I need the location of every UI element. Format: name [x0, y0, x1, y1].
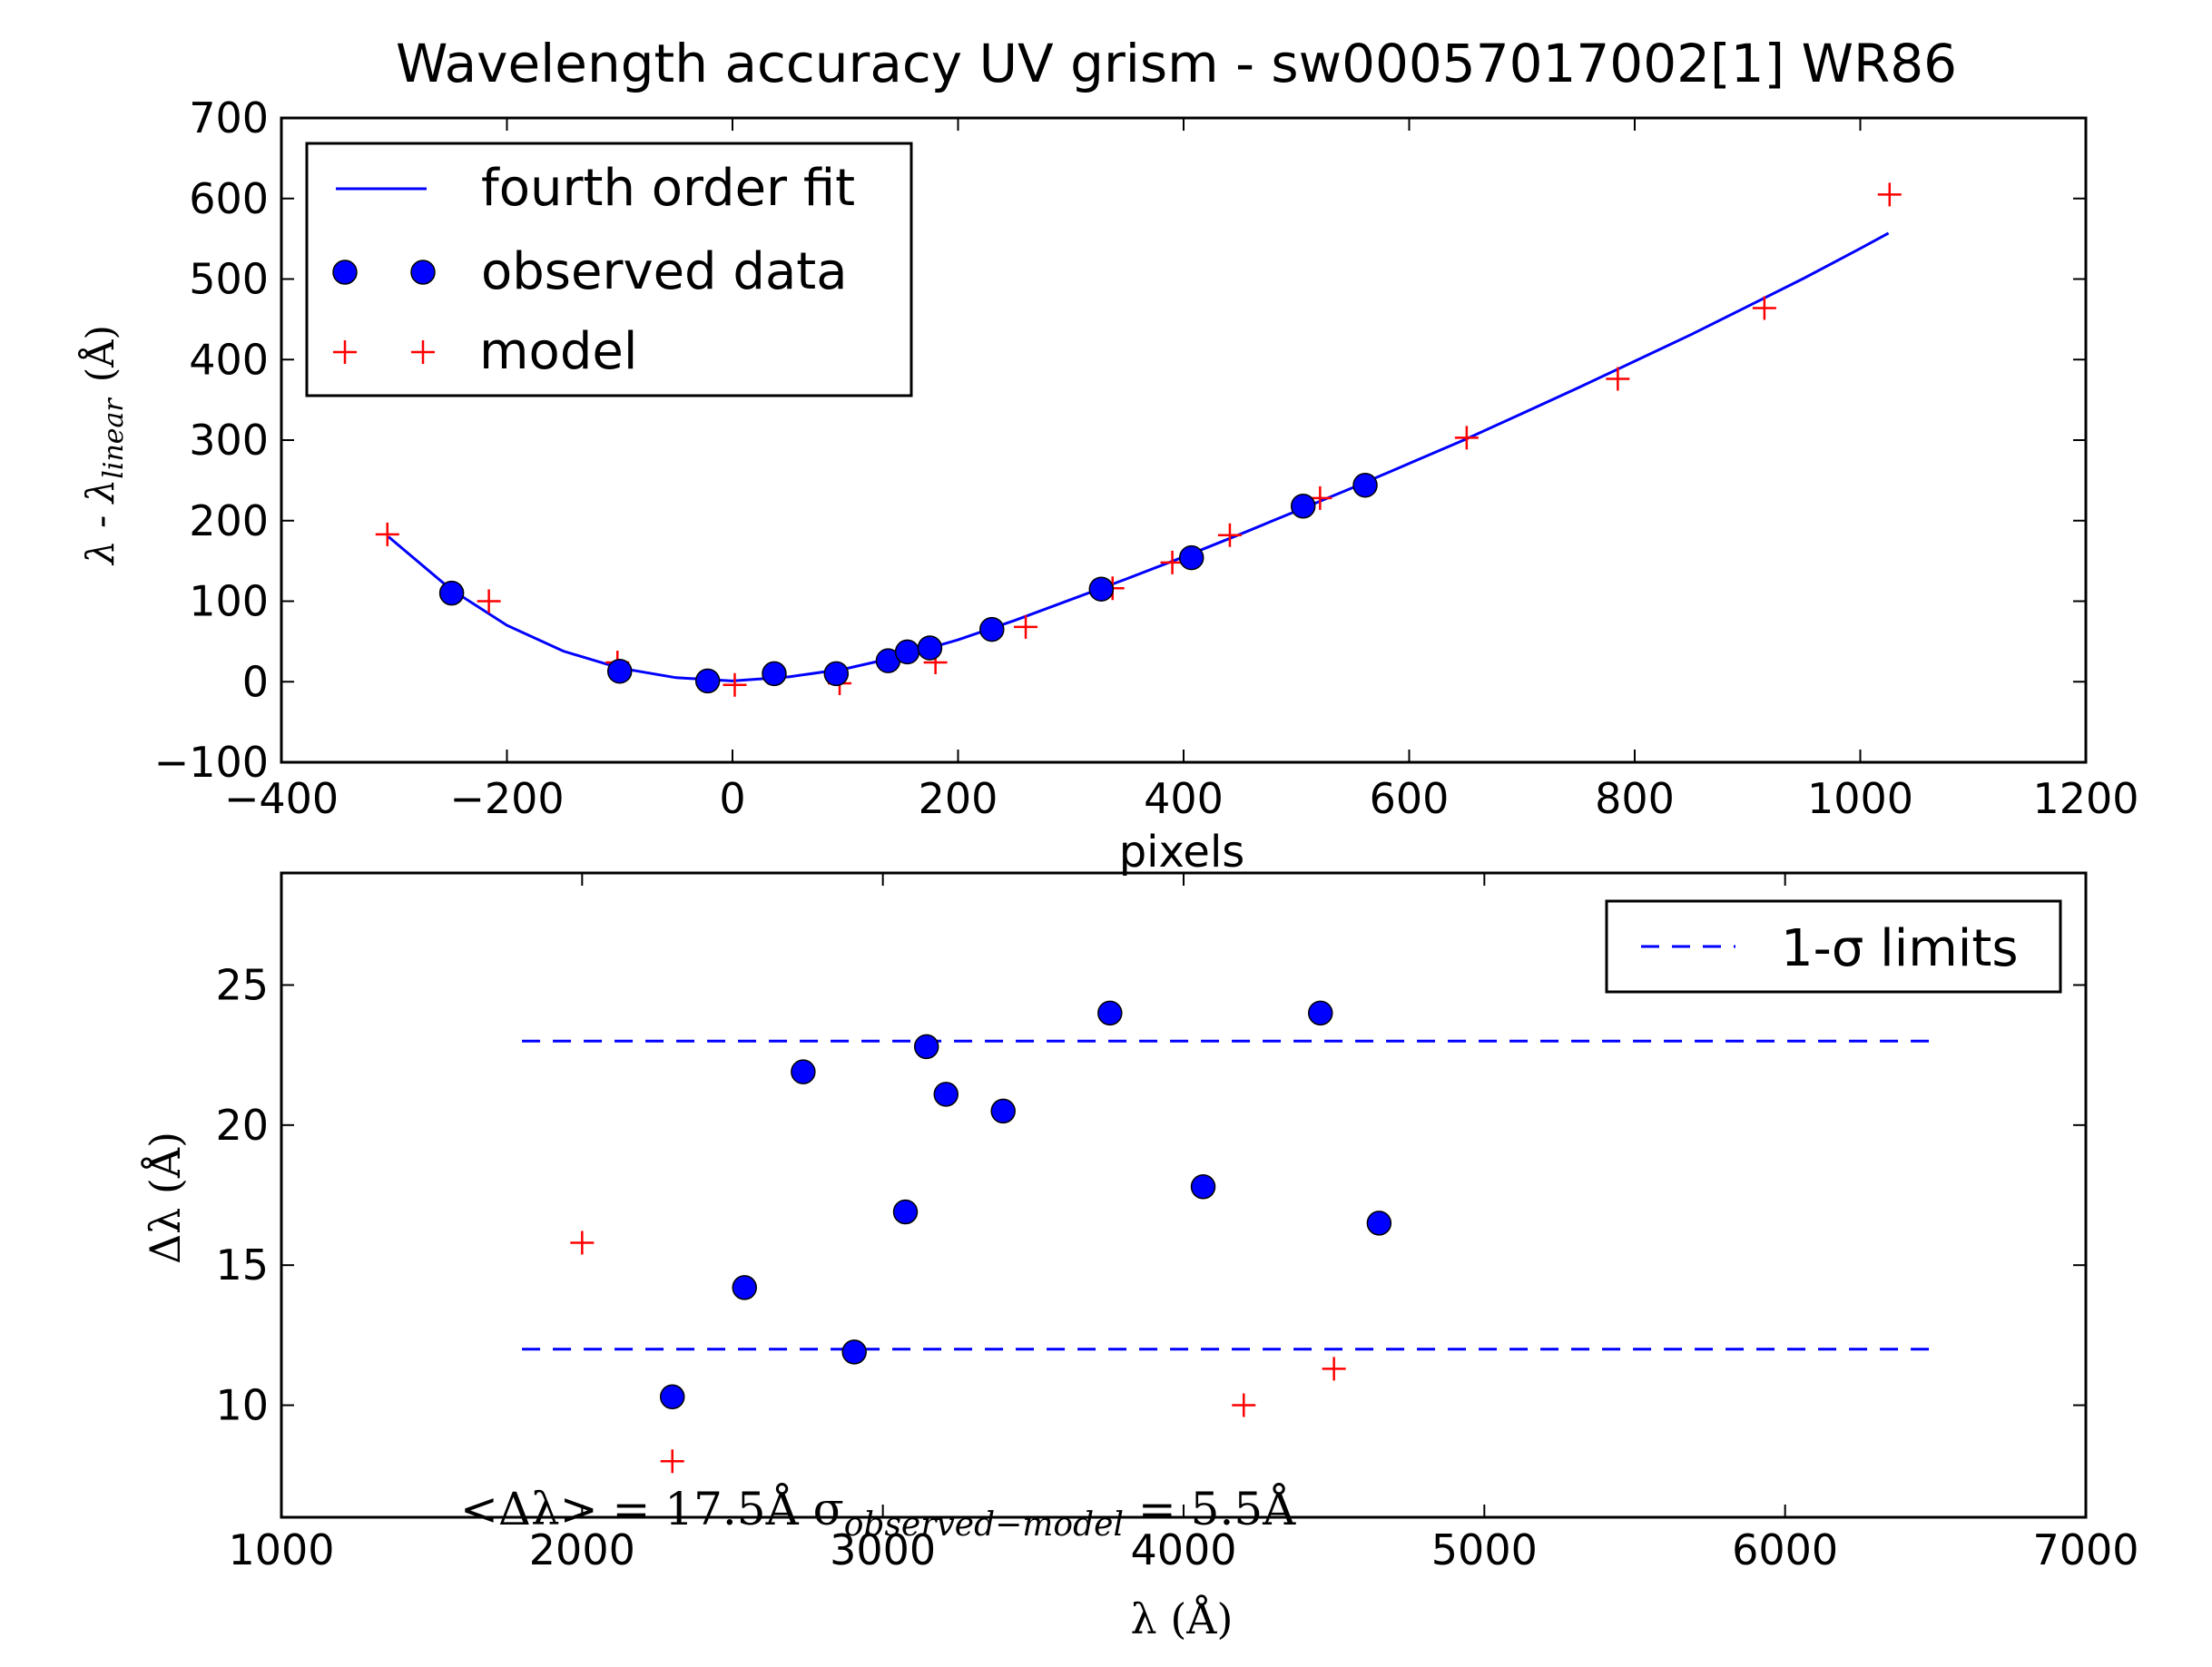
top-y-tick-label: 700 — [189, 93, 269, 142]
bottom-plot: 1000 2000 3000 4000 5000 6000 7000 10 15 20 25 λ (… — [140, 871, 2139, 1643]
legend-model-marker-1 — [333, 340, 357, 364]
observed-residual-point — [1097, 1000, 1123, 1026]
observed-point — [438, 580, 465, 606]
observed-residual-point — [913, 1034, 939, 1060]
top-y-axis-label-unit: (Å) — [77, 325, 123, 382]
top-x-axis-label: pixels — [1119, 827, 1245, 878]
observed-point — [607, 658, 633, 684]
observed-residual-point — [1190, 1173, 1216, 1200]
model-point — [375, 522, 399, 546]
statistics-annotation-sub: observed−model — [844, 1506, 1124, 1544]
model-point — [1877, 182, 1902, 207]
top-legend: fourth order fit observed data model — [305, 142, 913, 397]
model-residual-point — [1322, 1357, 1346, 1381]
observed-point — [917, 635, 943, 661]
bottom-x-tick-label: 2000 — [529, 1525, 635, 1574]
observed-point — [1088, 576, 1115, 602]
bottom-y-axis-label: Δλ (Å) — [140, 1132, 190, 1264]
observed-point — [1352, 472, 1378, 498]
observed-point — [823, 661, 850, 687]
bottom-y-tick-label: 10 — [215, 1381, 269, 1430]
bottom-x-tick-label: 7000 — [2032, 1525, 2138, 1574]
legend-model-marker-2 — [411, 340, 435, 364]
top-x-tick-label: 600 — [1370, 774, 1450, 823]
bottom-y-tick-label: 20 — [215, 1101, 269, 1150]
top-x-tick-label: 1000 — [1807, 774, 1913, 823]
bottom-plot-marks — [522, 1000, 1930, 1474]
top-x-tick-label: −400 — [224, 774, 339, 823]
model-point — [1217, 523, 1242, 547]
observed-point — [894, 639, 920, 665]
top-x-tick-label: 800 — [1595, 774, 1675, 823]
legend-observed-label: observed data — [481, 242, 848, 301]
bottom-x-tick-label: 1000 — [228, 1525, 334, 1574]
model-point — [1014, 614, 1038, 639]
model-point — [1752, 296, 1776, 320]
observed-residual-point — [841, 1339, 867, 1365]
top-y-tick-label: 0 — [242, 657, 269, 706]
fit-curve — [388, 231, 1890, 682]
top-plot-ticks: −400 −200 0 200 400 600 800 1000 1200 −100 0 100 200… — [154, 93, 2139, 823]
observed-point — [694, 668, 721, 694]
legend-fit-label: fourth order fit — [481, 159, 855, 218]
bottom-x-tick-label: 3000 — [830, 1525, 936, 1574]
top-y-tick-label: 300 — [189, 416, 269, 465]
top-legend-box — [305, 142, 913, 397]
observed-residual-point — [659, 1384, 685, 1410]
observed-residual-point — [791, 1059, 816, 1084]
observed-point — [762, 661, 787, 687]
observed-residual-point — [933, 1082, 959, 1107]
legend-observed-marker-1 — [332, 260, 358, 285]
legend-observed-marker-2 — [410, 260, 436, 285]
statistics-annotation-main: <Δλ> = 17.5Å σ — [460, 1482, 844, 1535]
bottom-x-tick-label: 6000 — [1732, 1525, 1838, 1574]
observed-residual-point — [1366, 1211, 1392, 1236]
model-point — [723, 672, 747, 697]
top-y-tick-label: 500 — [189, 255, 269, 304]
statistics-annotation-tail: = 5.5Å — [1124, 1482, 1296, 1535]
top-x-tick-label: 400 — [1144, 774, 1224, 823]
top-y-tick-label: 400 — [189, 335, 269, 384]
observed-residual-point — [1308, 1000, 1333, 1026]
top-plot-marks — [375, 182, 1902, 697]
bottom-x-tick-label: 5000 — [1431, 1525, 1538, 1574]
top-y-tick-label: 200 — [189, 496, 269, 545]
model-residual-point — [1232, 1393, 1256, 1417]
observed-residual-point — [892, 1199, 919, 1225]
model-residual-point — [660, 1449, 684, 1474]
observed-residual-point — [732, 1275, 758, 1300]
bottom-y-tick-label: 15 — [215, 1240, 269, 1289]
top-plot: −400 −200 0 200 400 600 800 1000 1200 −100 0 100 200… — [77, 93, 2139, 878]
bottom-plot-ticks: 1000 2000 3000 4000 5000 6000 7000 10 15 20 25 — [215, 873, 2139, 1574]
top-x-tick-label: 200 — [919, 774, 998, 823]
top-x-tick-label: 1200 — [2032, 774, 2138, 823]
observed-residual-point — [990, 1098, 1016, 1124]
observed-point — [1290, 494, 1316, 519]
model-residual-point — [570, 1231, 595, 1255]
top-y-axis-label: λ - λlinear (Å) — [77, 325, 130, 566]
model-point — [1606, 367, 1630, 391]
statistics-annotation: <Δλ> = 17.5Å σobserved−model = 5.5Å — [460, 1482, 1296, 1544]
observed-point — [1178, 544, 1204, 571]
figure-title: Wavelength accuracy UV grism - sw0005701… — [396, 33, 1957, 94]
top-x-tick-label: −200 — [449, 774, 564, 823]
legend-model-label: model — [479, 322, 637, 381]
bottom-x-axis-label: λ (Å) — [1131, 1593, 1234, 1643]
top-y-axis-label-main: λ - λ — [78, 479, 123, 566]
observed-point — [979, 616, 1005, 642]
top-y-tick-label: 600 — [189, 174, 269, 223]
bottom-x-tick-label: 4000 — [1130, 1525, 1236, 1574]
top-y-tick-label: −100 — [154, 738, 269, 787]
top-x-tick-label: 0 — [719, 774, 745, 823]
top-y-tick-label: 100 — [189, 577, 269, 626]
model-point — [477, 589, 501, 613]
bottom-y-tick-label: 25 — [215, 960, 269, 1009]
legend-sigma-label: 1-σ limits — [1781, 919, 2019, 978]
top-y-axis-label-sub: linear — [98, 397, 130, 479]
model-point — [1454, 426, 1479, 450]
bottom-legend: 1-σ limits — [1605, 899, 2062, 994]
